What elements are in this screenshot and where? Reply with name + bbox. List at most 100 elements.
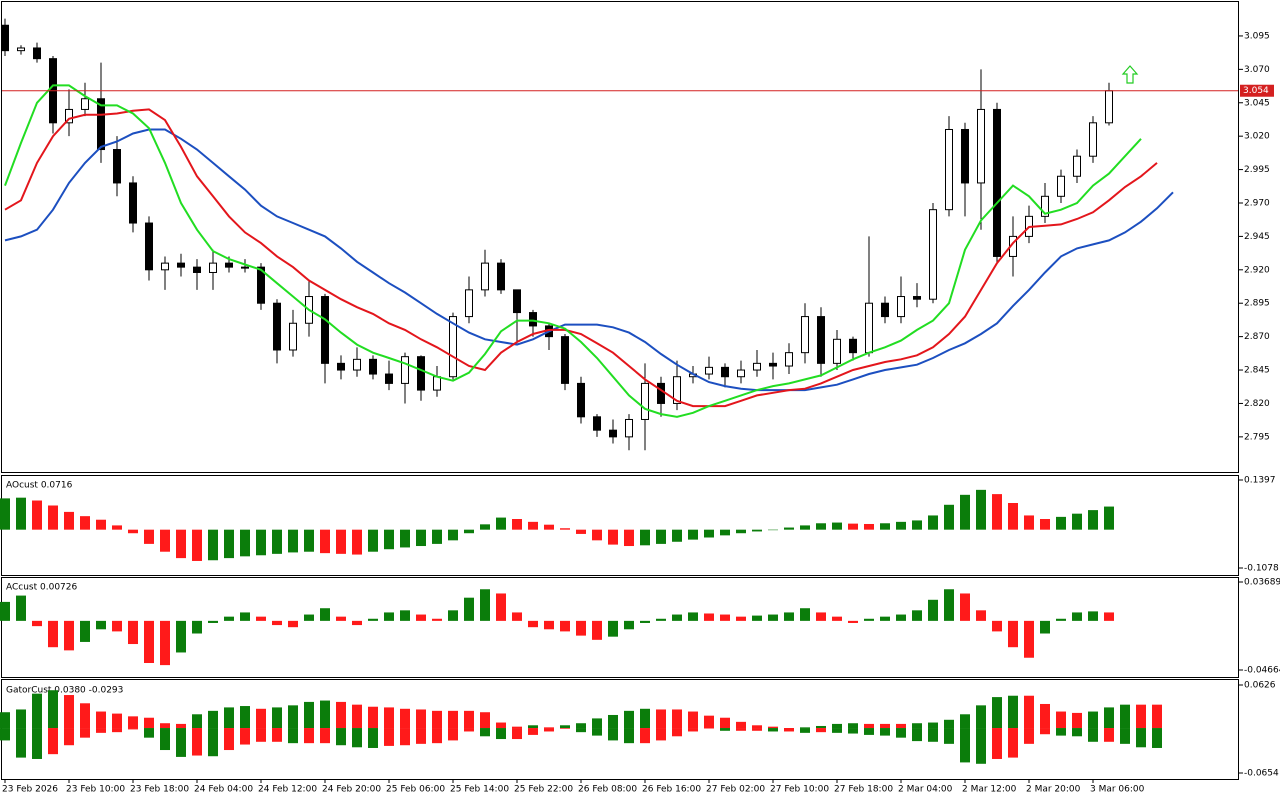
gator-bar [800, 727, 810, 729]
histogram-bar [304, 529, 314, 552]
histogram-bar [752, 529, 762, 532]
histogram-bar [512, 519, 522, 530]
gator-bar [912, 728, 922, 742]
gator-bar [384, 728, 394, 746]
histogram-bar [32, 620, 42, 627]
histogram-bar [736, 529, 746, 534]
gator-bar [224, 707, 234, 729]
gator-bar [512, 728, 522, 740]
histogram-bar [320, 608, 330, 621]
gator-bar [672, 728, 682, 737]
gator-bar [48, 690, 58, 729]
candle-body [417, 356, 425, 391]
histogram-bar [720, 614, 730, 621]
y-tick-label: 0.0626 [1244, 681, 1276, 691]
histogram-bar [768, 614, 778, 621]
alligator-line [4, 108, 1158, 408]
histogram-bar [720, 529, 730, 536]
gator-bar [1136, 728, 1146, 748]
candle-body [929, 209, 937, 300]
gator-bar [1040, 703, 1050, 729]
histogram-bar [768, 529, 778, 531]
histogram-bar [1024, 515, 1034, 530]
candle-body [817, 316, 825, 364]
histogram-bar [272, 529, 282, 554]
gator-bar [64, 728, 74, 746]
gator-bar [496, 728, 506, 740]
gator-bar [304, 701, 314, 729]
gator-bar [16, 709, 26, 729]
gator-bar [416, 709, 426, 729]
gator-bar [976, 705, 986, 729]
candle-body [385, 373, 393, 384]
histogram-bar [240, 612, 250, 621]
histogram-bar [1104, 506, 1114, 530]
candle-body [1057, 175, 1065, 197]
gator-bar [992, 728, 1002, 759]
histogram-bar [416, 614, 426, 621]
histogram-bar [48, 505, 58, 530]
candle-body [993, 108, 1001, 257]
histogram-bar [816, 612, 826, 621]
candle-body [657, 382, 665, 404]
gator-bar [240, 728, 250, 745]
histogram-bar [1072, 612, 1082, 621]
y-tick-label: 2.795 [1244, 432, 1270, 442]
histogram-bar [480, 524, 490, 530]
histogram-bar [352, 620, 362, 626]
histogram-bar [1024, 620, 1034, 658]
candle-body [801, 316, 809, 354]
gator-bar [272, 707, 282, 729]
histogram-bar [576, 529, 586, 534]
gator-bar [576, 723, 586, 729]
gator-bar [928, 728, 938, 742]
y-tick-label: 2.820 [1244, 399, 1270, 409]
candle-body [945, 128, 953, 211]
gator-bar [560, 725, 570, 729]
gator-bar [880, 723, 890, 729]
gator-bar [944, 719, 954, 729]
y-tick-label: -0.0654 [1244, 769, 1279, 779]
gator-bar [1072, 728, 1082, 737]
candle-body [673, 376, 681, 404]
y-tick-label: 2.895 [1244, 299, 1270, 309]
histogram-bar [32, 500, 42, 530]
gator-bar [848, 723, 858, 729]
candle-body [193, 266, 201, 273]
histogram-bar [864, 523, 874, 530]
gator-bar [912, 723, 922, 729]
candle-body [241, 266, 249, 269]
gator-bar [752, 728, 762, 731]
candle-body [977, 108, 985, 184]
y-tick-label: 2.945 [1244, 232, 1270, 242]
gator-bar [144, 728, 154, 738]
gator-bar [96, 728, 106, 733]
gator-bar [656, 728, 666, 741]
gator-bar [832, 723, 842, 729]
histogram-bar [192, 529, 202, 561]
histogram-bar [1008, 503, 1018, 530]
gator-bar [432, 710, 442, 729]
gator-bar [1040, 728, 1050, 735]
candle-body [641, 382, 649, 420]
histogram-bar [400, 529, 410, 548]
y-tick-label: 3.070 [1244, 65, 1270, 75]
candle-body [145, 222, 153, 271]
gator-bar [560, 728, 570, 729]
gator-bar [272, 728, 282, 742]
histogram-bar [496, 593, 506, 621]
candle-body [865, 302, 873, 354]
candle-body [289, 322, 297, 351]
gator-bar [96, 711, 106, 729]
candle-body [113, 149, 121, 184]
histogram-bar [208, 620, 218, 623]
histogram-bar [624, 620, 634, 630]
candle-body [481, 262, 489, 291]
histogram-bar [192, 620, 202, 634]
candle-body [209, 262, 217, 273]
candle-body [577, 382, 585, 418]
histogram-bar [608, 529, 618, 545]
candle-body [609, 429, 617, 438]
histogram-bar [80, 620, 90, 642]
gator-bar [336, 701, 346, 729]
